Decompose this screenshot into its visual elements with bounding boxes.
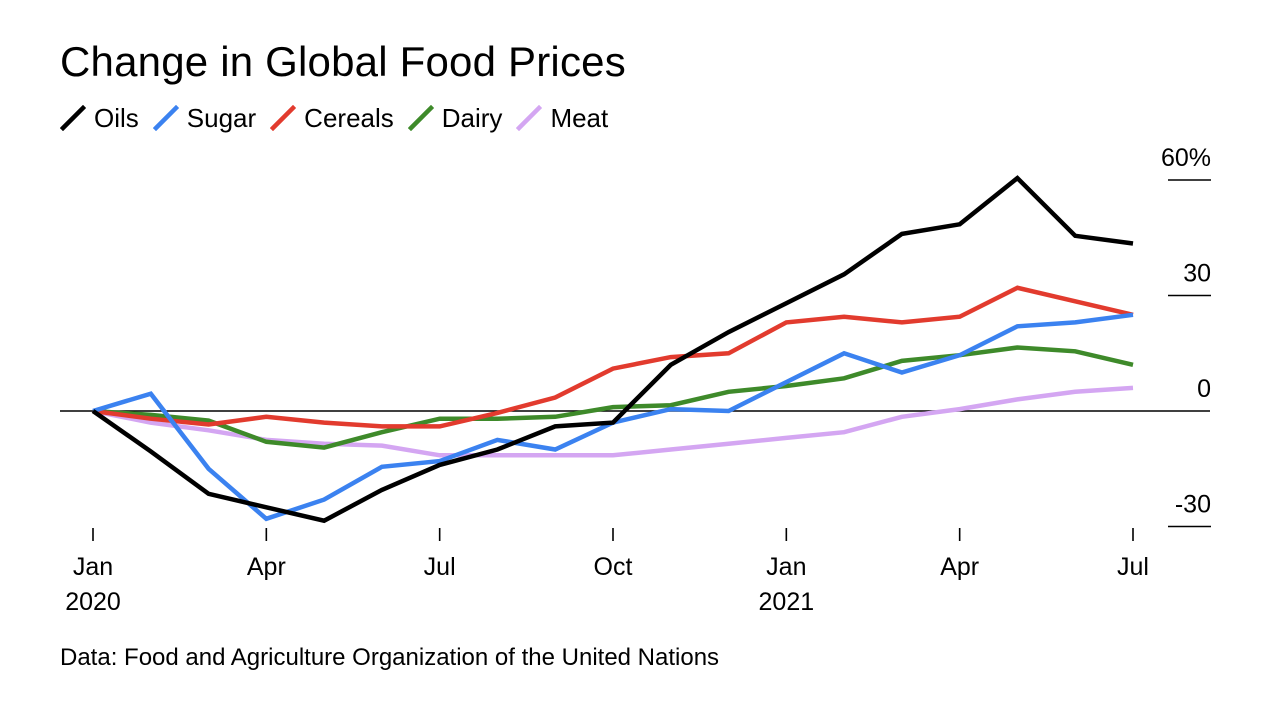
legend-label-oils: Oils xyxy=(94,102,139,133)
legend-swatch-dairy xyxy=(407,105,434,131)
x-tick-label-3: Oct xyxy=(594,553,633,581)
x-tick-label-5: Apr xyxy=(940,553,979,581)
legend-label-sugar: Sugar xyxy=(186,102,257,133)
series-line-cereals xyxy=(92,285,1134,429)
legend-swatch-sugar-line xyxy=(152,105,179,131)
x-tick-label-6: Jul xyxy=(1117,553,1149,581)
legend-swatch-meat xyxy=(516,105,543,131)
legend-label-meat: Meat xyxy=(550,102,609,133)
y-tick-label-neg30: -30 xyxy=(1175,491,1211,519)
legend-item-dairy: Dairy xyxy=(407,102,503,134)
legend-swatch-meat-line xyxy=(516,105,543,131)
legend-swatch-sugar xyxy=(152,105,179,131)
series-line-oils xyxy=(91,175,1134,524)
x-tick-label-0: Jan xyxy=(73,553,113,581)
legend-item-oils: Oils xyxy=(60,103,139,134)
legend-item-sugar: Sugar xyxy=(152,102,257,134)
y-axis: 60% 30 0 -30 xyxy=(60,144,1211,528)
series-line-dairy xyxy=(92,345,1134,450)
x-tick-label-1: Apr xyxy=(247,553,286,581)
series-group xyxy=(91,175,1134,524)
x-tick-sublabel-4: 2021 xyxy=(759,588,815,616)
y-tick-label-30: 30 xyxy=(1183,260,1211,288)
legend-swatch-cereals xyxy=(270,105,297,131)
legend-swatch-dairy-line xyxy=(407,105,434,131)
legend-swatch-oils-line xyxy=(60,105,86,131)
legend-label-cereals: Cereals xyxy=(304,102,394,133)
source-note: Data: Food and Agriculture Organization … xyxy=(60,644,720,671)
y-tick-label-0: 0 xyxy=(1197,375,1211,403)
legend-swatch-cereals-line xyxy=(270,105,297,131)
legend-swatch-oils xyxy=(60,105,86,131)
legend-item-cereals: Cereals xyxy=(270,103,394,134)
legend: Oils Sugar Cereals Dairy Meat xyxy=(60,100,622,136)
line-chart: 60% 30 0 -30 Jan 2020 Apr Jul Oct Jan 2021 Apr Jul xyxy=(60,144,1211,616)
legend-label-dairy: Dairy xyxy=(441,102,503,133)
chart-title: Change in Global Food Prices xyxy=(60,38,626,85)
legend-item-meat: Meat xyxy=(516,103,608,134)
x-tick-label-4: Jan xyxy=(766,553,806,581)
series-line-sugar xyxy=(92,312,1134,522)
x-axis: Jan 2020 Apr Jul Oct Jan 2021 Apr Jul xyxy=(65,528,1149,616)
x-tick-sublabel-0: 2020 xyxy=(65,588,121,616)
y-tick-label-60: 60% xyxy=(1161,144,1211,172)
x-tick-label-2: Jul xyxy=(424,553,456,581)
